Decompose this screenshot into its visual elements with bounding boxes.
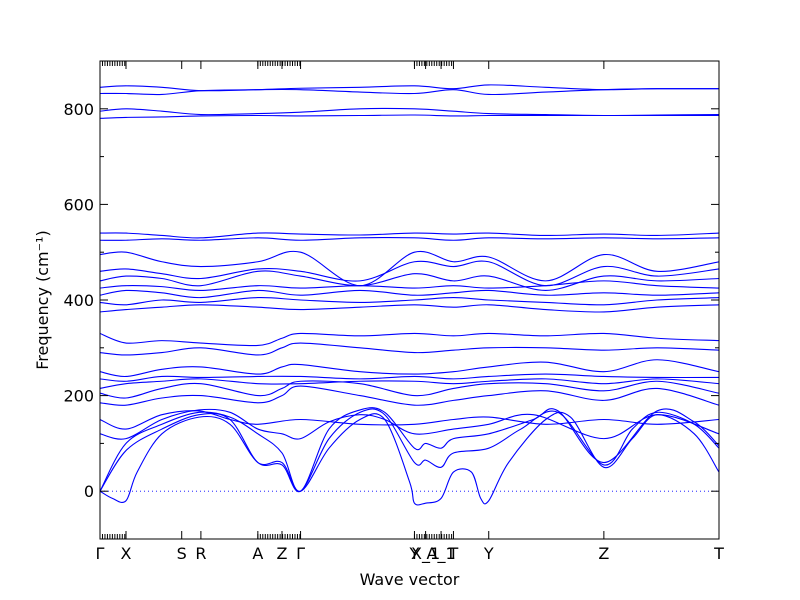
y-tick-label: 400 — [63, 291, 94, 310]
band-line-20 — [100, 237, 719, 241]
y-tick-labels: 0 200 400 600 800 — [63, 100, 94, 501]
x-tick-label: T — [713, 544, 724, 563]
x-tick-label: X_1 — [411, 544, 440, 564]
x-tick-label: A — [252, 544, 263, 563]
x-tick-label: R — [195, 544, 206, 563]
band-line-12 — [100, 332, 719, 347]
band-line-9 — [100, 373, 719, 382]
band-line-13 — [100, 304, 719, 313]
x-tick-label: T — [448, 544, 459, 563]
band-line-17 — [100, 270, 719, 291]
y-tick-label: 0 — [84, 482, 94, 501]
band-line-16 — [100, 280, 719, 291]
band-line-23 — [100, 107, 719, 117]
y-tick-label: 600 — [63, 195, 94, 214]
x-axis-label: Wave vector — [360, 570, 460, 589]
y-tick-label: 200 — [63, 387, 94, 406]
band-line-4 — [100, 408, 719, 440]
band-line-14 — [100, 297, 719, 306]
plot-frame — [99, 60, 720, 540]
band-line-19 — [100, 250, 719, 287]
x-tick-label: Z — [598, 544, 609, 563]
band-line-6 — [100, 385, 719, 406]
band-line-7 — [100, 380, 719, 399]
band-line-15 — [100, 289, 719, 299]
band-line-10 — [100, 359, 719, 378]
x-tick-label: S — [177, 544, 187, 563]
band-line-8 — [100, 378, 719, 389]
x-tick-label: Y — [409, 544, 420, 563]
band-lines — [100, 84, 719, 506]
x-tick-label: A_1 — [427, 544, 456, 564]
x-tick-label: Γ — [96, 544, 105, 563]
band-line-18 — [100, 260, 719, 287]
x-tick-label: Z — [277, 544, 288, 563]
x-tick-label: X — [121, 544, 132, 563]
band-line-5 — [100, 410, 719, 430]
band-line-3 — [100, 407, 719, 492]
y-axis-label: Frequency (cm⁻¹) — [33, 230, 52, 369]
x-tick-label: Y — [483, 544, 494, 563]
band-line-21 — [100, 232, 719, 239]
x-tick-labels: Γ X S R A Z Γ YX_1A_1T Y Z T — [96, 544, 725, 564]
x-tick-label: Γ — [296, 544, 305, 563]
band-line-11 — [100, 342, 719, 356]
y-tick-label: 800 — [63, 100, 94, 119]
band-line-25 — [100, 84, 719, 92]
